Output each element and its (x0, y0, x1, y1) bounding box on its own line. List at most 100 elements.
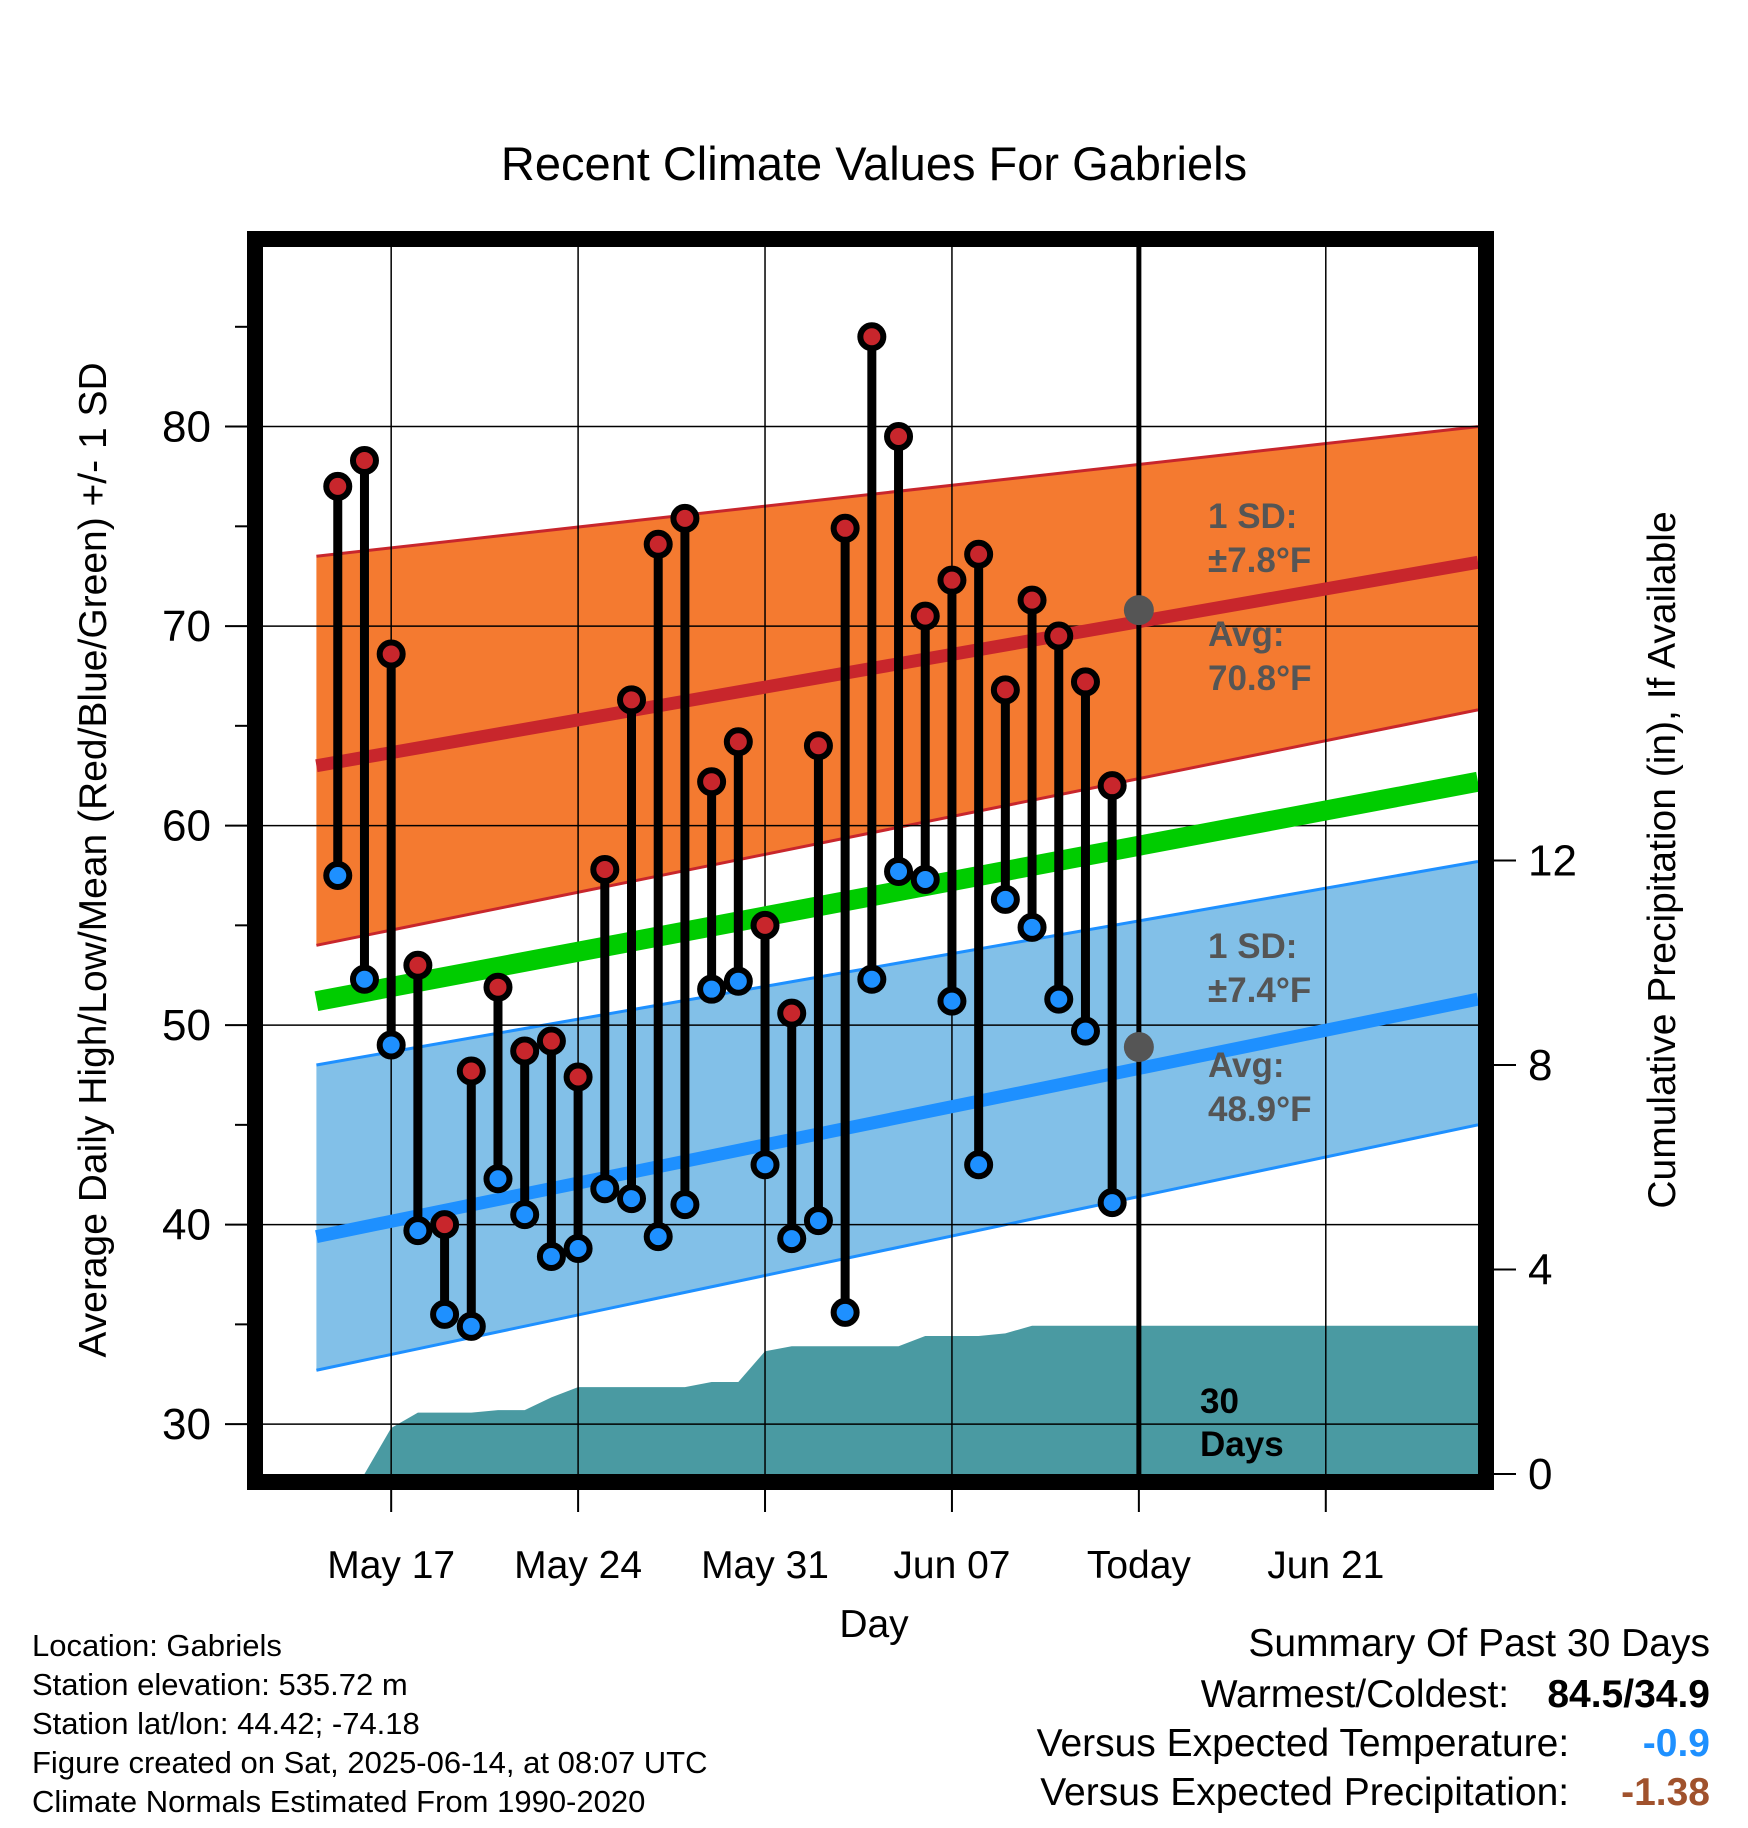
daily-low-point (670, 1190, 700, 1220)
high-avg-value: 70.8°F (1208, 659, 1312, 698)
footer-latlon: Station lat/lon: 44.42; -74.18 (32, 1706, 420, 1741)
y-tick-label: 50 (162, 1001, 211, 1050)
precipitation-area (364, 1325, 1478, 1474)
daily-low-point (777, 1224, 807, 1254)
daily-low-point (510, 1200, 540, 1230)
daily-high-point (830, 513, 860, 543)
plot-area: 1 SD: ±7.8°F Avg: 70.8°F 1 SD: ±7.4°F Avg: 48.9… (162, 231, 1577, 1587)
daily-high-point (990, 675, 1020, 705)
mean-avg-line (314, 771, 1478, 1011)
summary-warm-cold-value: 84.5/34.9 (1547, 1673, 1710, 1716)
daily-low-point (376, 1030, 406, 1060)
summary-vs-temp-value: -0.9 (1642, 1722, 1710, 1765)
y2-tick-label: 12 (1528, 837, 1577, 886)
daily-low-point (910, 864, 940, 894)
y2-tick-label: 0 (1528, 1450, 1552, 1499)
low-sd-value: ±7.4°F (1208, 971, 1311, 1010)
y-tick-label: 70 (162, 602, 211, 651)
x-axis-label: Day (839, 1603, 909, 1646)
daily-low-point (1044, 984, 1074, 1014)
daily-low-point (723, 966, 753, 996)
daily-high-point (430, 1210, 460, 1240)
daily-low-point (750, 1150, 780, 1180)
summary-warm-cold: Warmest/Coldest: 84.5/34.9 (1201, 1673, 1710, 1717)
x-tick-label: May 17 (327, 1544, 455, 1587)
daily-high-point (1097, 771, 1127, 801)
daily-low-point (403, 1216, 433, 1246)
y-tick-label: 30 (162, 1400, 211, 1449)
daily-low-point (1097, 1188, 1127, 1218)
daily-low-point (1070, 1016, 1100, 1046)
y-tick-label: 80 (162, 403, 211, 452)
plot-clip-group (263, 247, 1478, 1474)
footer-created: Figure created on Sat, 2025-06-14, at 08… (32, 1745, 708, 1780)
daily-low-point (643, 1222, 673, 1252)
plot-frame (247, 231, 1494, 1490)
daily-high-point (1017, 585, 1047, 615)
summary-warm-cold-label: Warmest/Coldest: (1200, 1673, 1510, 1716)
low-upper-edge (316, 860, 1478, 1067)
daily-low-point (323, 860, 353, 890)
low-lower-edge (316, 1123, 1478, 1372)
daily-low-point (937, 986, 967, 1016)
daily-high-point (857, 322, 887, 352)
daily-low-point (456, 1311, 486, 1341)
footer-location: Location: Gabriels (32, 1628, 282, 1663)
daily-high-point (536, 1026, 566, 1056)
daily-high-point (323, 471, 353, 501)
daily-low-point (617, 1184, 647, 1214)
daily-low-point (1017, 912, 1047, 942)
daily-high-point (803, 731, 833, 761)
daily-low-point (483, 1164, 513, 1194)
y-axis-label: Average Daily High/Low/Mean (Red/Blue/Gr… (72, 362, 115, 1357)
y2-axis-label: Cumulative Precipitation (in), If Availa… (1641, 511, 1684, 1208)
daily-high-point (1070, 667, 1100, 697)
x-tick-label: Jun 07 (893, 1544, 1010, 1587)
daily-low-point (536, 1242, 566, 1272)
daily-high-point (1044, 621, 1074, 651)
daily-high-point (376, 639, 406, 669)
high-sd-label: 1 SD: (1208, 497, 1297, 536)
daily-high-point (617, 685, 647, 715)
x-tick-label: Today (1087, 1544, 1192, 1587)
days-label-text: Days (1200, 1425, 1284, 1464)
daily-low-point (857, 964, 887, 994)
daily-high-point (964, 539, 994, 569)
y2-tick-label: 4 (1528, 1246, 1552, 1295)
daily-high-point (590, 854, 620, 884)
footer-elevation: Station elevation: 535.72 m (32, 1667, 408, 1702)
low-avg-line (315, 992, 1478, 1243)
daily-high-point (483, 972, 513, 1002)
high-avg-marker (1123, 595, 1154, 626)
summary-heading: Summary Of Past 30 Days (1248, 1622, 1710, 1665)
low-avg-value: 48.9°F (1208, 1090, 1312, 1129)
daily-low-point (697, 974, 727, 1004)
summary-vs-precip: Versus Expected Precipitation: -1.38 (1040, 1771, 1710, 1815)
x-tick-label: May 31 (701, 1544, 829, 1587)
daily-low-point (990, 884, 1020, 914)
daily-low-point (830, 1297, 860, 1327)
daily-high-point (937, 565, 967, 595)
low-avg-label: Avg: (1208, 1046, 1284, 1085)
summary-vs-temp: Versus Expected Temperature: -0.9 (1037, 1722, 1710, 1766)
high-avg-label: Avg: (1208, 615, 1284, 654)
daily-high-point (697, 767, 727, 797)
daily-high-point (884, 422, 914, 452)
y-tick-label: 40 (162, 1201, 211, 1250)
daily-low-point (590, 1174, 620, 1204)
high-sd-value: ±7.8°F (1208, 541, 1311, 580)
daily-high-point (670, 503, 700, 533)
daily-low-point (964, 1150, 994, 1180)
daily-low-point (349, 964, 379, 994)
daily-low-point (563, 1234, 593, 1264)
daily-high-point (643, 529, 673, 559)
x-tick-label: Jun 21 (1267, 1544, 1384, 1587)
daily-high-point (403, 950, 433, 980)
days-label-number: 30 (1200, 1382, 1239, 1421)
low-avg-marker (1123, 1032, 1154, 1063)
daily-high-point (777, 998, 807, 1028)
summary-vs-precip-label: Versus Expected Precipitation: (1040, 1771, 1570, 1814)
daily-high-point (456, 1056, 486, 1086)
x-tick-label: May 24 (514, 1544, 642, 1587)
daily-high-point (510, 1036, 540, 1066)
